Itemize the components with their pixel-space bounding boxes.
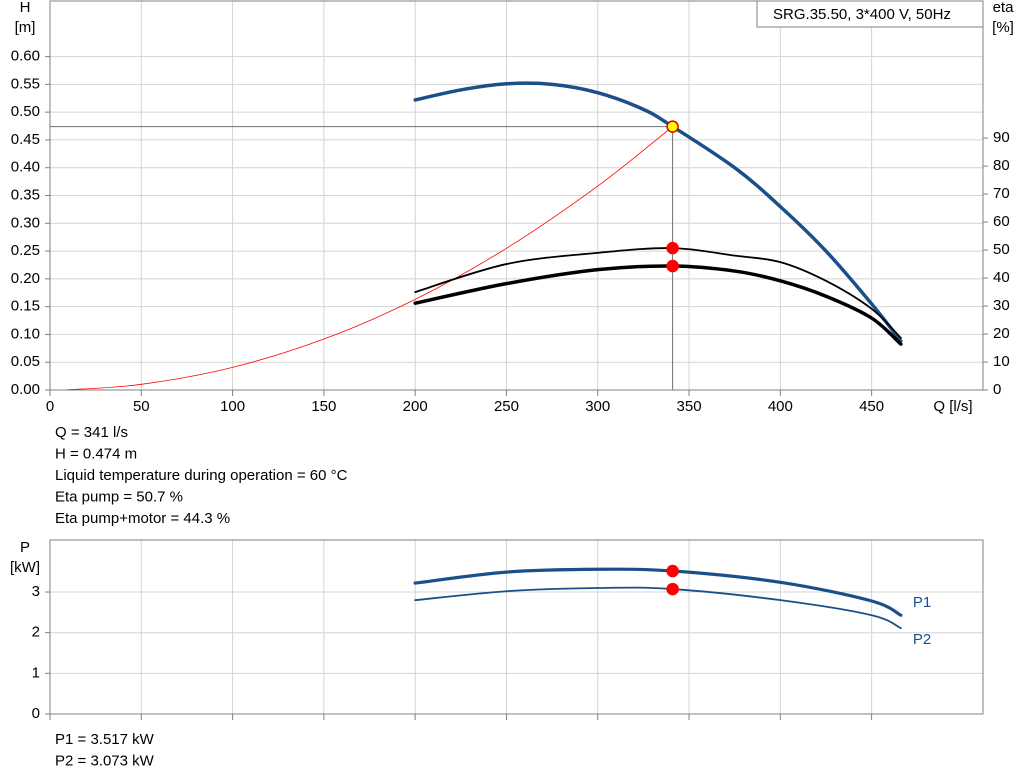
- y-tick-label: 1: [32, 664, 40, 681]
- x-tick-label: 150: [311, 398, 336, 415]
- x-tick-label: 250: [494, 398, 519, 415]
- x-tick-label: 400: [768, 398, 793, 415]
- y-tick-label: 3: [32, 583, 40, 600]
- y-tick-label: 0.20: [11, 270, 40, 287]
- y-tick-label: 0.00: [11, 381, 40, 398]
- x-tick-label: 0: [46, 398, 54, 415]
- x-tick-label: 300: [585, 398, 610, 415]
- y-tick-label: 0.35: [11, 186, 40, 203]
- y-axis-label: P: [20, 539, 30, 556]
- operating-point: [666, 241, 679, 255]
- info-line: Q = 341 l/s: [55, 424, 128, 441]
- y2-tick-label: 20: [993, 325, 1010, 342]
- curve: [414, 247, 902, 339]
- y2-tick-label: 40: [993, 269, 1010, 286]
- curve: [413, 264, 903, 346]
- x-tick-label: 50: [133, 398, 150, 415]
- operating-point: [666, 564, 679, 578]
- y2-axis-label: [%]: [992, 19, 1014, 36]
- info-line: P2 = 3.073 kW: [55, 752, 155, 769]
- info-line: Eta pump+motor = 44.3 %: [55, 510, 230, 527]
- y2-axis-label: eta: [993, 0, 1015, 16]
- x-axis-label: Q [l/s]: [933, 398, 972, 415]
- operating-point: [666, 120, 679, 133]
- x-tick-label: 450: [859, 398, 884, 415]
- y2-tick-label: 0: [993, 381, 1001, 398]
- plot-frame: [49, 539, 984, 715]
- y2-tick-label: 10: [993, 353, 1010, 370]
- y-tick-label: 0.30: [11, 214, 40, 231]
- y-tick-label: 0: [32, 705, 40, 722]
- y-axis-label: [m]: [15, 19, 36, 36]
- y2-tick-label: 60: [993, 213, 1010, 230]
- info-line: Eta pump = 50.7 %: [55, 488, 183, 505]
- info-line: Liquid temperature during operation = 60…: [55, 467, 348, 484]
- plot-frame: [49, 0, 984, 391]
- curve: [67, 126, 674, 391]
- x-tick-label: 200: [403, 398, 428, 415]
- curve: [413, 81, 903, 343]
- y-tick-label: 0.55: [11, 75, 40, 92]
- info-line: P1 = 3.517 kW: [55, 731, 155, 748]
- y-tick-label: 0.45: [11, 131, 40, 148]
- y2-tick-label: 90: [993, 129, 1010, 146]
- operating-point: [666, 259, 679, 273]
- y-tick-label: 0.40: [11, 159, 40, 176]
- y2-tick-label: 70: [993, 185, 1010, 202]
- y-axis-label: H: [20, 0, 31, 16]
- plot-background: [50, 540, 983, 714]
- y-tick-label: 0.60: [11, 48, 40, 65]
- series-label: P1: [913, 594, 931, 611]
- title-box: [756, 0, 984, 28]
- x-tick-label: 350: [677, 398, 702, 415]
- y-tick-label: 0.15: [11, 298, 40, 315]
- y2-tick-label: 30: [993, 297, 1010, 314]
- operating-point: [666, 582, 679, 596]
- y-tick-label: 0.05: [11, 353, 40, 370]
- y-tick-label: 0.25: [11, 242, 40, 259]
- y2-tick-label: 50: [993, 241, 1010, 258]
- y-tick-label: 0.10: [11, 325, 40, 342]
- y2-tick-label: 80: [993, 157, 1010, 174]
- x-tick-label: 100: [220, 398, 245, 415]
- info-line: H = 0.474 m: [55, 445, 137, 462]
- y-axis-label: [kW]: [10, 559, 40, 576]
- chart-title: SRG.35.50, 3*400 V, 50Hz: [773, 6, 951, 23]
- y-tick-label: 2: [32, 624, 40, 641]
- series-label: P2: [913, 631, 931, 648]
- y-tick-label: 0.50: [11, 103, 40, 120]
